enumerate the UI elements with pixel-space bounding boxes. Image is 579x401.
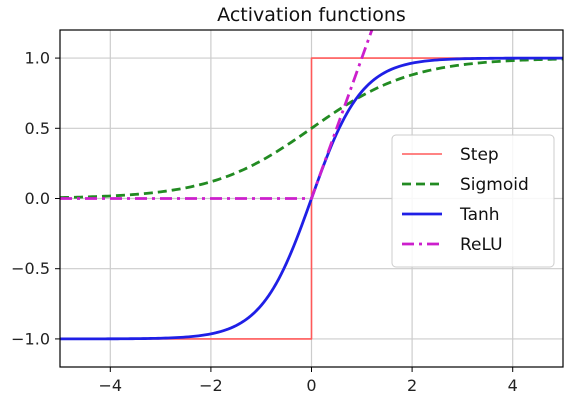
y-tick-label: −1.0 — [11, 329, 50, 348]
x-tick-label: 0 — [306, 376, 316, 395]
y-tick-label: 1.0 — [25, 49, 50, 68]
legend-box — [391, 134, 555, 268]
series-line-relu — [60, 30, 374, 200]
y-tick-label: 0.5 — [25, 119, 50, 138]
x-tick-label: 4 — [508, 376, 518, 395]
axis-ticks: −4 −2 0 2 4 1.0 0.5 0.0 −0.5 −1.0 — [11, 49, 518, 395]
legend-label-tanh: Tanh — [459, 205, 500, 225]
y-tick-label: −0.5 — [11, 259, 50, 278]
y-tick-label: 0.0 — [25, 189, 50, 208]
x-tick-label: −2 — [199, 376, 223, 395]
legend-label-step: Step — [460, 145, 499, 165]
x-tick-label: 2 — [407, 376, 417, 395]
series-line-sigmoid — [60, 57, 563, 199]
legend: Step Sigmoid Tanh ReLU — [391, 134, 555, 268]
legend-label-sigmoid: Sigmoid — [460, 175, 529, 195]
series-layer — [60, 30, 563, 341]
legend-label-relu: ReLU — [460, 235, 503, 255]
x-tick-label: −4 — [99, 376, 123, 395]
chart-title: Activation functions — [217, 4, 406, 26]
